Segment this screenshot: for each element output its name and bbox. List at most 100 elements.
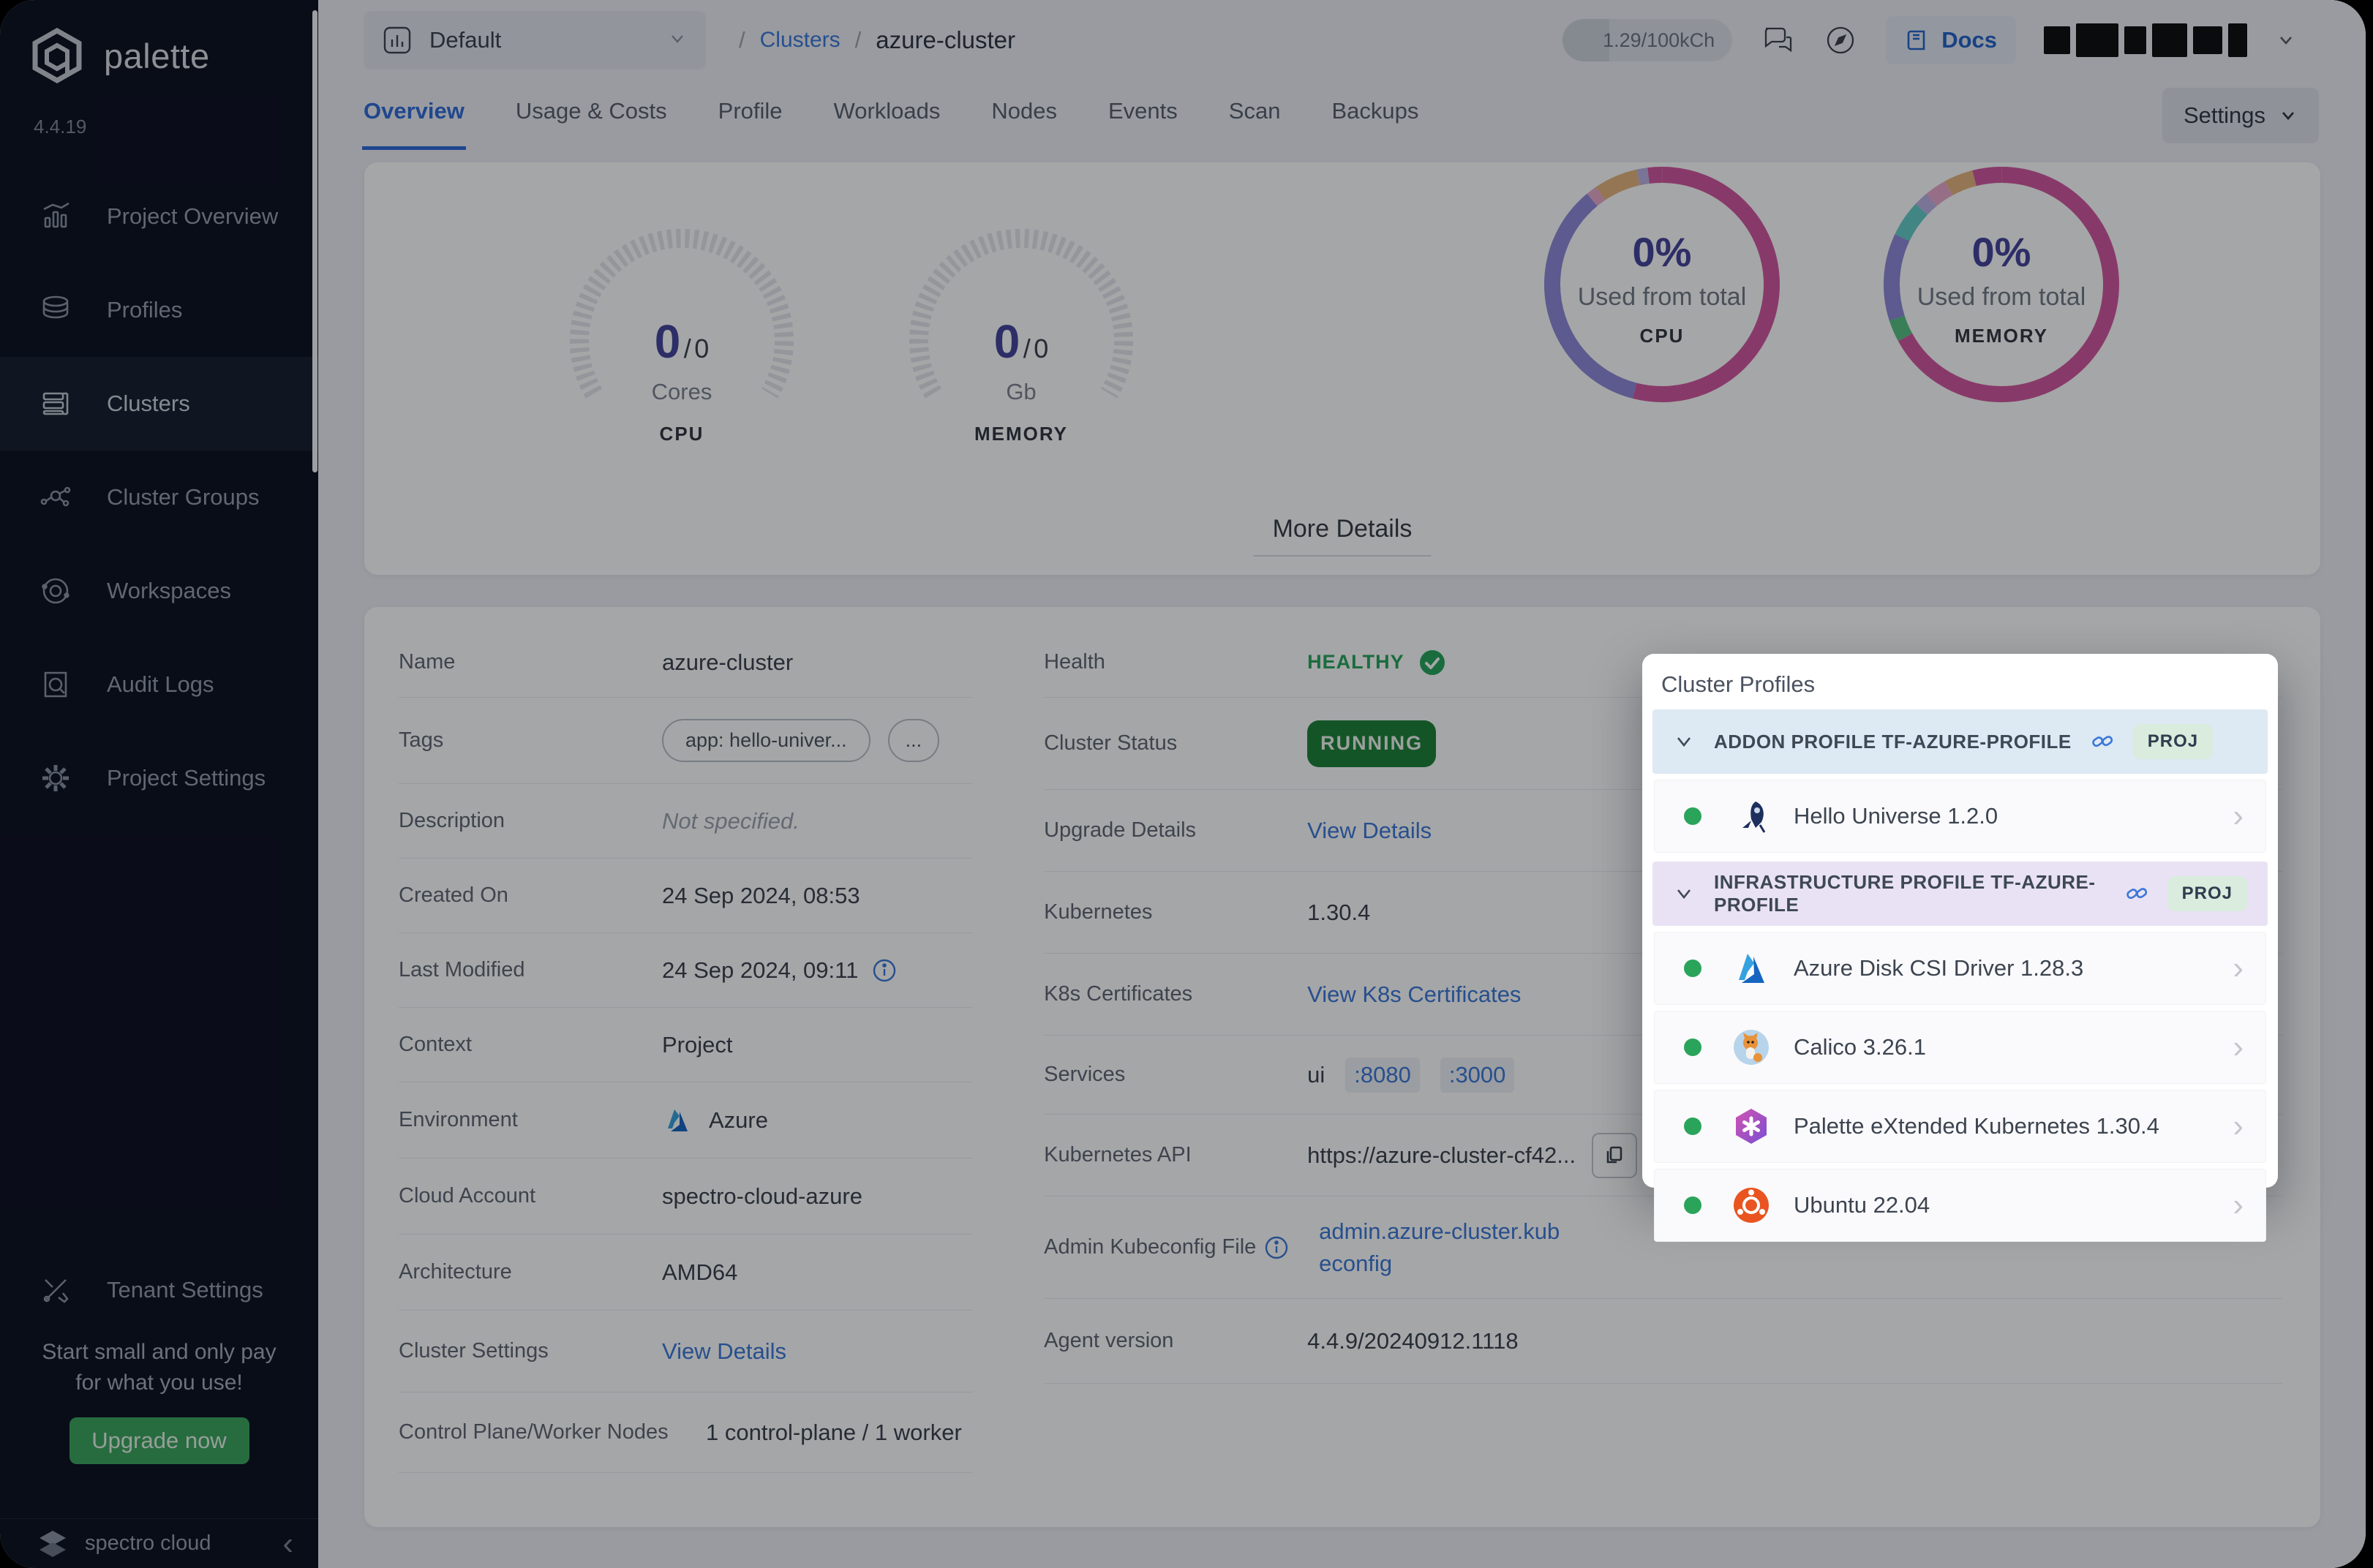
project-selector[interactable]: Default bbox=[364, 11, 706, 69]
settings-button[interactable]: Settings bbox=[2162, 88, 2319, 143]
cpu-gauge: 0 / 0 Cores CPU bbox=[557, 205, 806, 446]
cluster-settings-link[interactable]: View Details bbox=[662, 1338, 787, 1364]
table-row: Control Plane/Worker Nodes 1 control-pla… bbox=[399, 1392, 974, 1473]
ubuntu-icon bbox=[1734, 1188, 1769, 1223]
more-tags-pill[interactable]: ... bbox=[887, 719, 940, 762]
infrastructure-profile-header[interactable]: INFRASTRUCTURE PROFILE TF-AZURE-PROFILE … bbox=[1652, 862, 2268, 926]
field-label: Services bbox=[1044, 1063, 1126, 1086]
memory-unit: Gb bbox=[1006, 379, 1037, 404]
table-row: Cluster Settings View Details bbox=[399, 1311, 974, 1392]
user-account-redacted[interactable] bbox=[2044, 23, 2247, 57]
field-label: Architecture bbox=[399, 1260, 512, 1284]
docs-button[interactable]: Docs bbox=[1886, 16, 2016, 64]
breadcrumb-clusters-link[interactable]: Clusters bbox=[759, 28, 840, 52]
chat-icon bbox=[1765, 27, 1792, 53]
molecule-icon bbox=[40, 486, 71, 507]
user-menu-chevron-icon[interactable] bbox=[2275, 29, 2297, 51]
brand-name: palette bbox=[104, 36, 210, 75]
tab-workloads[interactable]: Workloads bbox=[833, 98, 941, 124]
link-icon[interactable] bbox=[2125, 882, 2148, 905]
tab-scan[interactable]: Scan bbox=[1228, 98, 1281, 124]
usage-meter: 1.29/100kCh bbox=[1562, 19, 1733, 61]
field-label: Name bbox=[399, 650, 456, 674]
tab-events[interactable]: Events bbox=[1108, 98, 1178, 124]
chat-button[interactable] bbox=[1760, 23, 1795, 58]
layer-name: Azure Disk CSI Driver 1.28.3 bbox=[1794, 955, 2084, 981]
sidebar-item-label: Cluster Groups bbox=[107, 484, 260, 510]
brand-logo[interactable]: palette bbox=[29, 28, 210, 83]
profile-layer-row-ubuntu[interactable]: Ubuntu 22.04 › bbox=[1654, 1169, 2266, 1242]
field-label: Kubernetes API bbox=[1044, 1143, 1192, 1166]
layer-name: Palette eXtended Kubernetes 1.30.4 bbox=[1794, 1113, 2159, 1139]
popup-title: Cluster Profiles bbox=[1661, 671, 1816, 697]
tab-profile[interactable]: Profile bbox=[718, 98, 783, 124]
compass-icon bbox=[1827, 26, 1854, 54]
sidebar-footer: spectro cloud ‹ bbox=[0, 1518, 318, 1568]
azure-icon bbox=[668, 1109, 688, 1131]
palette-kubernetes-icon bbox=[1736, 1109, 1767, 1144]
sidebar-item-workspaces[interactable]: Workspaces bbox=[0, 544, 318, 638]
more-details-button[interactable]: More Details bbox=[1253, 515, 1432, 557]
field-label: Agent version bbox=[1044, 1329, 1174, 1352]
chevron-right-icon: › bbox=[2233, 798, 2244, 834]
nodes-value: 1 control-plane / 1 worker bbox=[706, 1419, 962, 1445]
copy-button[interactable] bbox=[1592, 1132, 1638, 1178]
cluster-status-badge[interactable]: RUNNING bbox=[1307, 720, 1437, 767]
sidebar-item-tenant-settings[interactable]: Tenant Settings bbox=[0, 1252, 318, 1328]
link-icon[interactable] bbox=[2091, 730, 2114, 753]
topbar: Default / Clusters / azure-cluster 1.29/… bbox=[318, 0, 2366, 80]
gauge-separator: / bbox=[683, 333, 691, 363]
layer-name: Calico 3.26.1 bbox=[1794, 1034, 1926, 1060]
promo-line-1: Start small and only pay bbox=[42, 1340, 277, 1364]
service-port-link[interactable]: :8080 bbox=[1345, 1057, 1420, 1093]
sidebar-item-project-settings[interactable]: Project Settings bbox=[0, 731, 318, 825]
tab-usage-costs[interactable]: Usage & Costs bbox=[515, 98, 667, 124]
sidebar-item-profiles[interactable]: Profiles bbox=[0, 263, 318, 357]
field-label: Context bbox=[399, 1033, 472, 1056]
chevron-down-icon bbox=[666, 28, 688, 53]
field-label: Admin Kubeconfig File bbox=[1044, 1235, 1257, 1259]
explore-button[interactable] bbox=[1823, 23, 1858, 58]
breadcrumb-separator: / bbox=[739, 27, 745, 53]
tools-icon bbox=[43, 1279, 69, 1303]
gauge-separator: / bbox=[1023, 333, 1031, 363]
sidebar-scrollbar[interactable] bbox=[312, 10, 317, 472]
tag-pill[interactable]: app: hello-univer... bbox=[662, 719, 870, 762]
upgrade-details-link[interactable]: View Details bbox=[1307, 817, 1432, 843]
table-row: Context Project bbox=[399, 1008, 974, 1082]
info-icon[interactable] bbox=[871, 957, 898, 984]
table-row: Environment Azure bbox=[399, 1082, 974, 1158]
addon-profile-header[interactable]: ADDON PROFILE TF-AZURE-PROFILE PROJ bbox=[1652, 709, 2268, 774]
azure-icon bbox=[1739, 954, 1764, 983]
collapse-sidebar-icon[interactable]: ‹ bbox=[282, 1525, 293, 1561]
memory-total-value: 0 bbox=[1034, 333, 1049, 363]
topbar-right: 1.29/100kCh Docs bbox=[1562, 0, 2297, 80]
field-label: Kubernetes bbox=[1044, 900, 1153, 924]
upgrade-now-button[interactable]: Upgrade now bbox=[69, 1417, 249, 1464]
field-label: Description bbox=[399, 809, 505, 832]
kubeconfig-download-link[interactable]: admin.azure-cluster.kubeconfig bbox=[1319, 1218, 1560, 1276]
memory-donut: 0% Used from total MEMORY bbox=[1881, 164, 2122, 405]
sidebar-item-project-overview[interactable]: Project Overview bbox=[0, 170, 318, 263]
field-label: Environment bbox=[399, 1108, 518, 1131]
table-row: Cloud Account spectro-cloud-azure bbox=[399, 1158, 974, 1235]
field-label: Tags bbox=[399, 728, 444, 752]
info-icon[interactable] bbox=[1263, 1235, 1290, 1261]
sidebar-item-cluster-groups[interactable]: Cluster Groups bbox=[0, 451, 318, 544]
profile-layer-row-palette-kubernetes[interactable]: Palette eXtended Kubernetes 1.30.4 › bbox=[1654, 1090, 2266, 1163]
profile-layer-row-hello-universe[interactable]: Hello Universe 1.2.0 › bbox=[1654, 780, 2266, 853]
sidebar-item-clusters[interactable]: Clusters bbox=[0, 357, 318, 451]
profile-layer-row-calico[interactable]: Calico 3.26.1 › bbox=[1654, 1011, 2266, 1084]
layers-icon bbox=[42, 295, 69, 319]
cpu-used-value: 0 bbox=[654, 315, 681, 368]
tab-overview[interactable]: Overview bbox=[362, 80, 466, 150]
tab-nodes[interactable]: Nodes bbox=[991, 98, 1057, 124]
service-port-link[interactable]: :3000 bbox=[1440, 1057, 1515, 1093]
k8s-certificates-link[interactable]: View K8s Certificates bbox=[1307, 981, 1522, 1007]
usage-meter-fill bbox=[1562, 19, 1610, 61]
chevron-right-icon: › bbox=[2233, 1029, 2244, 1065]
tab-backups[interactable]: Backups bbox=[1331, 98, 1419, 124]
project-selector-value: Default bbox=[429, 27, 502, 53]
sidebar-item-audit-logs[interactable]: Audit Logs bbox=[0, 638, 318, 731]
profile-layer-row-azure-disk[interactable]: Azure Disk CSI Driver 1.28.3 › bbox=[1654, 932, 2266, 1005]
